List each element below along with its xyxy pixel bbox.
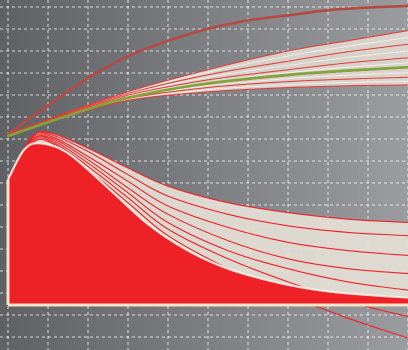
series-curve-4	[7, 135, 408, 291]
series-line-family-3	[7, 57, 408, 135]
bottom-panel	[6, 130, 408, 339]
series-curve-3	[7, 134, 408, 275]
series-area-outline	[7, 142, 408, 299]
series-curve-6	[7, 138, 408, 339]
series-line-family-2	[7, 43, 408, 135]
series-line-top-0	[6, 4, 408, 136]
series-line-highlight-7	[6, 65, 408, 138]
series-curve-1	[7, 131, 408, 237]
series-band-bottom	[8, 131, 408, 298]
series-curve-2	[7, 133, 408, 257]
series-line-family-1	[7, 30, 408, 135]
series-area-fill	[8, 143, 408, 305]
top-panel	[6, 4, 408, 138]
series-curve-0	[7, 130, 408, 224]
